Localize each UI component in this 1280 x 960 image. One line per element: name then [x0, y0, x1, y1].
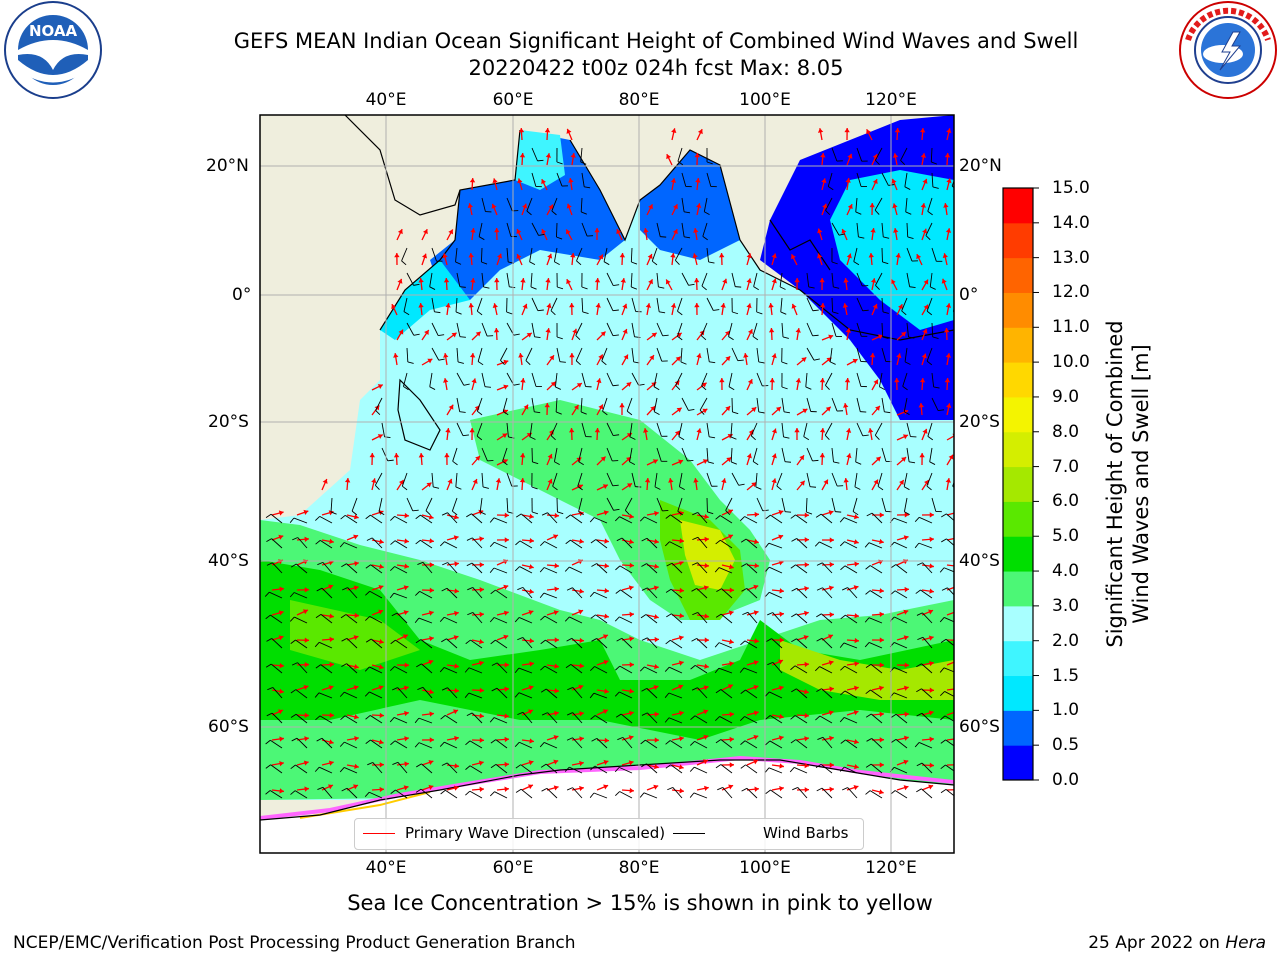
sea-ice-note: Sea Ice Concentration > 15% is shown in …: [347, 891, 933, 915]
colorbar-tick-label: 13.0: [1052, 247, 1090, 268]
footer-host: Hera: [1225, 933, 1266, 953]
colorbar-tick-label: 14.0: [1052, 212, 1090, 233]
colorbar-tick-label: 1.5: [1052, 665, 1080, 686]
colorbar-tick-label: 15.0: [1052, 178, 1090, 198]
x-tick-top-100e: 100°E: [739, 90, 791, 110]
wind-barbs: [264, 147, 954, 799]
colorbar-label-line2: Wind Waves and Swell [m]: [1129, 344, 1153, 624]
footer-date-text: 25 Apr 2022 on: [1088, 933, 1220, 953]
x-tick-bottom-120e: 120°E: [865, 858, 917, 878]
colorbar-tick-label: 2.0: [1052, 630, 1080, 651]
map-legend: Primary Wave Direction (unscaled) Wind B…: [354, 818, 864, 850]
x-tick-top-40e: 40°E: [365, 90, 407, 110]
colorbar-tick-label: 4.0: [1052, 561, 1080, 582]
colorbar-tick-label: 12.0: [1052, 282, 1090, 303]
colorbar-tick-label: 7.0: [1052, 456, 1080, 477]
x-tick-top-120e: 120°E: [865, 90, 917, 110]
y-tick-right-0: 0°: [959, 285, 979, 305]
colorbar-tick-label: 11.0: [1052, 317, 1090, 338]
ocean-field: [260, 115, 954, 853]
x-tick-bottom-40e: 40°E: [365, 858, 407, 878]
legend-wind-label: Wind Barbs: [763, 824, 849, 842]
colorbar-tick-label: 5.0: [1052, 526, 1080, 547]
legend-wave-label: Primary Wave Direction (unscaled): [405, 824, 666, 842]
map-frame: [259, 114, 955, 854]
svg-text:NOAA: NOAA: [29, 22, 78, 40]
colorbar: [1003, 187, 1039, 781]
colorbar-tick-label: 0.5: [1052, 735, 1080, 756]
x-tick-top-60e: 60°E: [492, 90, 534, 110]
colorbar-tick-label: 9.0: [1052, 386, 1080, 407]
colorbar-label-line1: Significant Height of Combined: [1103, 320, 1127, 648]
colorbar-tick-label: 0.0: [1052, 770, 1080, 790]
x-tick-top-80e: 80°E: [618, 90, 660, 110]
y-tick-left-20n: 20°N: [206, 156, 249, 176]
y-tick-left-40s: 40°S: [208, 551, 249, 571]
map-subtitle: 20220422 t00z 024h fcst Max: 8.05: [468, 56, 844, 80]
coastlines: [260, 115, 954, 821]
y-tick-right-60s: 60°S: [959, 717, 1000, 737]
colorbar-tick-label: 1.0: [1052, 700, 1080, 721]
colorbar-tick-label: 10.0: [1052, 352, 1090, 373]
legend-wave-swatch: [363, 833, 395, 834]
footer-date: 25 Apr 2022 on Hera: [1088, 933, 1266, 953]
colorbar-tick-label: 3.0: [1052, 595, 1080, 616]
x-tick-bottom-60e: 60°E: [492, 858, 534, 878]
y-tick-right-40s: 40°S: [959, 551, 1000, 571]
noaa-logo: NOAA: [4, 1, 102, 99]
y-tick-right-20s: 20°S: [959, 412, 1000, 432]
x-tick-bottom-100e: 100°E: [739, 858, 791, 878]
legend-wind-swatch: [673, 833, 705, 834]
graticule: [260, 115, 954, 853]
y-tick-right-20n: 20°N: [959, 156, 1002, 176]
footer-credit: NCEP/EMC/Verification Post Processing Pr…: [13, 933, 576, 953]
y-tick-left-60s: 60°S: [208, 717, 249, 737]
x-tick-bottom-80e: 80°E: [618, 858, 660, 878]
y-tick-left-20s: 20°S: [208, 412, 249, 432]
colorbar-tick-label: 8.0: [1052, 421, 1080, 442]
nws-logo: [1179, 1, 1277, 99]
colorbar-tick-label: 6.0: [1052, 491, 1080, 512]
map-title: GEFS MEAN Indian Ocean Significant Heigh…: [233, 29, 1079, 53]
y-tick-left-0: 0°: [232, 285, 252, 305]
